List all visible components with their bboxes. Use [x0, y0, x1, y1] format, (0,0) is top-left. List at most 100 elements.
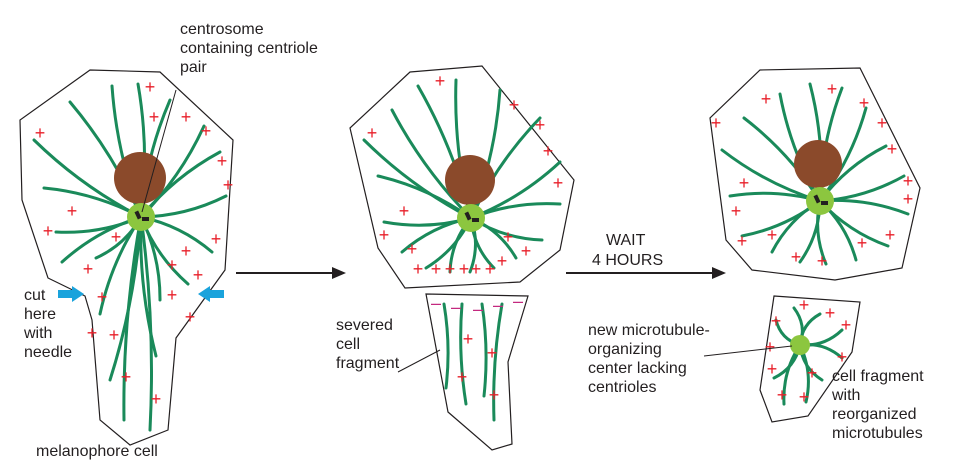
plus-end-symbol: + — [827, 79, 838, 99]
plus-end-symbol: + — [877, 113, 888, 133]
plus-end-symbol: + — [485, 259, 496, 279]
microtubule — [459, 302, 468, 406]
minus-end-symbol: – — [451, 297, 461, 317]
microtubules-fragment — [442, 302, 504, 422]
melanophore-cell-label: melanophore cell — [36, 443, 158, 460]
plus-end-symbol: + — [791, 247, 802, 267]
microtubule — [480, 302, 488, 398]
cut-arrow-right — [198, 286, 224, 302]
plus-end-symbol: + — [109, 325, 120, 345]
plus-end-symbol: + — [765, 337, 776, 357]
minus-end-symbol: – — [513, 291, 523, 311]
plus-end-symbol: + — [83, 259, 94, 279]
plus-end-symbol: + — [887, 139, 898, 159]
plus-end-symbol: + — [35, 123, 46, 143]
plus-end-symbol: + — [145, 77, 156, 97]
new-mtoc — [790, 335, 810, 355]
centrosome — [127, 203, 155, 231]
plus-end-symbol: + — [111, 227, 122, 247]
plus-end-symbol: + — [857, 233, 868, 253]
plus-end-symbol: + — [509, 95, 520, 115]
plus-end-symbol: + — [217, 151, 228, 171]
plus-end-symbol: + — [151, 389, 162, 409]
plus-end-symbol: + — [767, 359, 778, 379]
plus-end-symbol: + — [97, 287, 108, 307]
plus-end-symbol: + — [223, 175, 234, 195]
process-arrow-1 — [236, 267, 346, 279]
plus-end-symbol: + — [807, 363, 818, 383]
recovered-cell-outline — [709, 67, 921, 281]
severed-cell-top-outline — [349, 65, 575, 289]
plus-end-symbol: + — [407, 239, 418, 259]
plus-end-symbol: + — [149, 107, 160, 127]
plus-end-symbol: + — [503, 227, 514, 247]
plus-end-symbol: + — [463, 329, 474, 349]
plus-end-symbol: + — [431, 259, 442, 279]
plus-end-symbol: + — [535, 115, 546, 135]
plus-end-symbol: + — [201, 121, 212, 141]
microtubule — [442, 302, 450, 390]
plus-end-symbol: + — [487, 343, 498, 363]
plus-end-symbol: + — [777, 385, 788, 405]
new-mtoc-label: new microtubule- organizing center lacki… — [588, 322, 710, 396]
nucleus — [114, 152, 166, 204]
plus-ends: +++ ++++++ + ++++ +++++ +++++++++++++ + + + + ++++… — [35, 71, 914, 409]
plus-end-symbol: + — [521, 241, 532, 261]
plus-end-symbol: + — [799, 387, 810, 407]
plus-end-symbol: + — [767, 225, 778, 245]
microtubule — [122, 215, 143, 422]
plus-end-symbol: + — [167, 255, 178, 275]
severed-fragment-outline — [425, 293, 529, 451]
plus-end-symbol: + — [413, 259, 424, 279]
plus-end-symbol: + — [731, 201, 742, 221]
minus-ends: – – – – – — [431, 291, 523, 319]
plus-end-symbol: + — [825, 303, 836, 323]
centrosome — [806, 187, 834, 215]
plus-end-symbol: + — [181, 107, 192, 127]
microtubule — [492, 302, 504, 422]
plus-end-symbol: + — [837, 347, 848, 367]
reorganized-fragment-outline — [759, 295, 861, 423]
plus-end-symbol: + — [193, 265, 204, 285]
minus-end-symbol: – — [473, 299, 483, 319]
minus-end-symbol: – — [431, 293, 441, 313]
centrosome — [457, 204, 485, 232]
process-arrow-2 — [566, 267, 726, 279]
plus-end-symbol: + — [379, 225, 390, 245]
plus-end-symbol: + — [497, 251, 508, 271]
plus-end-symbol: + — [771, 311, 782, 331]
plus-end-symbol: + — [167, 285, 178, 305]
microtubule — [390, 108, 473, 220]
microtubule — [139, 215, 154, 432]
minus-end-symbol: – — [493, 295, 503, 315]
plus-end-symbol: + — [87, 323, 98, 343]
plus-end-symbol: + — [185, 307, 196, 327]
melanophore-cell-outline — [19, 69, 234, 446]
reorganized-fragment-label: cell fragment with reorganized microtubu… — [832, 368, 924, 442]
plus-end-symbol: + — [489, 385, 500, 405]
plus-end-symbol: + — [739, 173, 750, 193]
plus-end-symbol: + — [435, 71, 446, 91]
cut-arrow-left — [58, 286, 84, 302]
plus-end-symbol: + — [859, 93, 870, 113]
plus-end-symbol: + — [399, 201, 410, 221]
plus-end-symbol: + — [711, 113, 722, 133]
plus-end-symbol: + — [817, 251, 828, 271]
plus-end-symbol: + — [211, 229, 222, 249]
severed-fragment-label: severed cell fragment — [336, 317, 400, 372]
nucleus — [445, 155, 495, 205]
plus-end-symbol: + — [903, 171, 914, 191]
centrosome-label: centrosome containing centriole pair — [180, 21, 318, 76]
plus-end-symbol: + — [903, 189, 914, 209]
plus-end-symbol: + — [471, 259, 482, 279]
severed-leader-line — [397, 349, 441, 373]
centrosome-leader-line — [141, 89, 177, 213]
plus-end-symbol: + — [445, 259, 456, 279]
plus-end-symbol: + — [67, 201, 78, 221]
plus-end-symbol: + — [761, 89, 772, 109]
nucleus — [794, 140, 842, 188]
wait-label: WAIT — [606, 232, 646, 249]
plus-end-symbol: + — [737, 231, 748, 251]
four-hours-label: 4 HOURS — [592, 252, 664, 269]
